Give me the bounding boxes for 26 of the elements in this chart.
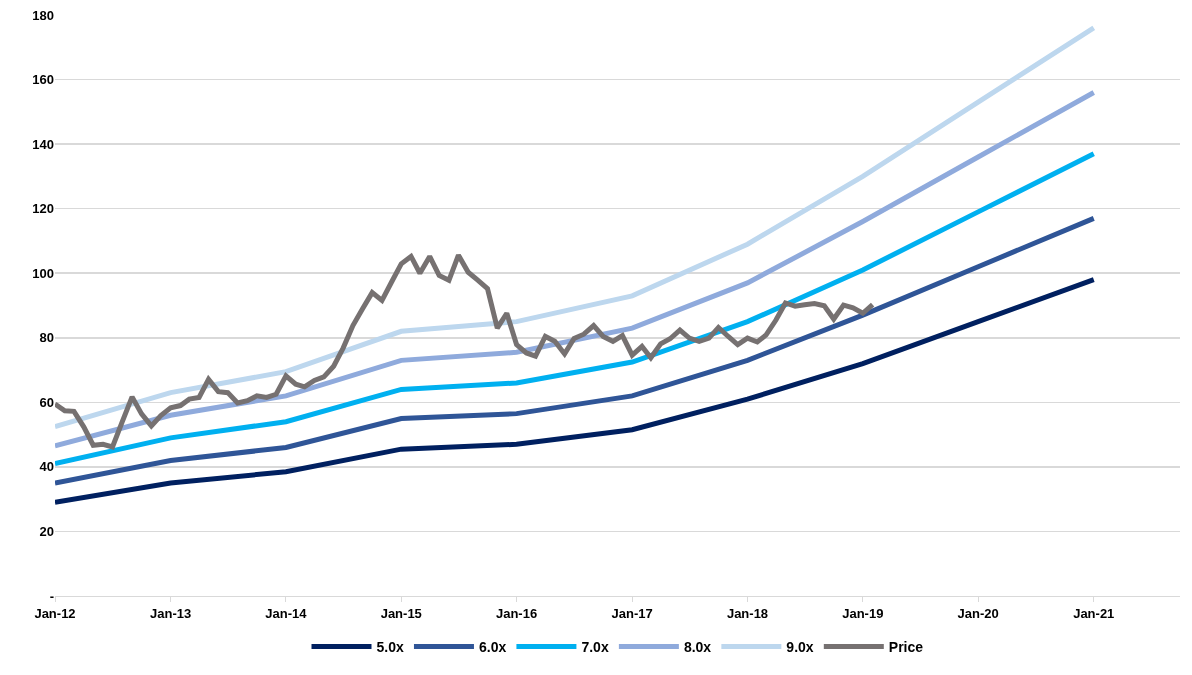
x-tick-label: Jan-15 (380, 605, 422, 621)
x-tick-label: Jan-18 (726, 605, 769, 621)
x-tick-label: Jan-12 (34, 605, 76, 621)
x-tick-label: Jan-16 (495, 605, 538, 621)
x-tick-label: Jan-14 (265, 605, 308, 621)
legend-label: Price (888, 638, 924, 655)
y-tick-label: 140 (32, 136, 54, 152)
y-tick-label: 60 (39, 394, 54, 410)
legend-label: 7.0x (581, 638, 609, 655)
x-tick-label: Jan-21 (1073, 605, 1115, 621)
x-tick-label: Jan-13 (150, 605, 192, 621)
x-tick-label: Jan-20 (957, 605, 999, 621)
x-tick-label: Jan-19 (842, 605, 884, 621)
y-tick-label: 120 (32, 201, 54, 217)
legend-label: 9.0x (786, 638, 814, 655)
y-tick-label: 100 (32, 265, 54, 281)
y-tick-label: 80 (39, 330, 54, 346)
legend-label: 6.0x (478, 638, 507, 655)
y-tick-label: 20 (39, 523, 54, 539)
legend-label: 8.0x (683, 638, 712, 655)
legend-label: 5.0x (376, 638, 404, 655)
y-tick-label: 40 (39, 459, 54, 475)
x-tick-label: Jan-17 (611, 605, 653, 621)
y-tick-label: 160 (32, 72, 54, 88)
y-tick-label: 180 (32, 7, 54, 23)
y-tick-label: - (49, 588, 54, 604)
